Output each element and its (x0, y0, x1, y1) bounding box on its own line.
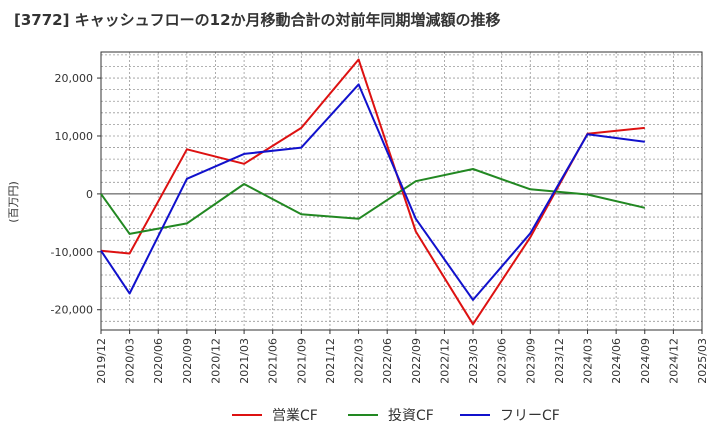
series-lines (100, 58, 646, 326)
x-tick-label: 2021/12 (324, 338, 337, 384)
legend: 営業CF 投資CF フリーCF (232, 408, 560, 424)
x-tick-label: 2025/03 (696, 338, 709, 384)
y-tick-label: 20,000 (55, 72, 94, 85)
y-axis: 20,000 10,000 0 -10,000 -20,000 (51, 72, 101, 317)
x-tick-label: 2022/06 (381, 338, 394, 384)
x-tick-label: 2019/12 (95, 338, 108, 384)
x-tick-label: 2023/12 (553, 338, 566, 384)
x-tick-label: 2024/03 (582, 338, 595, 384)
plot-frame (100, 51, 703, 331)
x-tick-label: 2024/09 (639, 338, 652, 384)
x-tick-label: 2022/03 (353, 338, 366, 384)
x-tick-label: 2024/06 (610, 338, 623, 384)
y-tick-label: 0 (86, 188, 93, 201)
x-tick-label: 2024/12 (667, 338, 680, 384)
x-tick-label: 2023/06 (496, 338, 509, 384)
grid (100, 52, 703, 330)
legend-label-2: 投資CF (388, 408, 434, 424)
x-tick-label: 2020/03 (124, 338, 137, 384)
x-tick-label: 2021/03 (238, 338, 251, 384)
x-tick-label: 2022/09 (410, 338, 423, 384)
x-tick-label: 2023/09 (524, 338, 537, 384)
x-tick-label: 2022/12 (438, 338, 451, 384)
chart-title: [3772] キャッシュフローの12か月移動合計の対前年同期増減額の推移 (14, 11, 501, 29)
series-line-1 (100, 58, 645, 326)
y-tick-label: -20,000 (51, 304, 93, 317)
y-tick-label: 10,000 (55, 130, 94, 143)
x-axis: 2019/12 2020/03 2020/06 2020/09 2020/12 2021/… (95, 330, 709, 384)
y-axis-title: (百万円) (7, 181, 20, 223)
y-tick-label: -10,000 (51, 246, 93, 259)
legend-label-1: 営業CF (272, 408, 318, 424)
x-tick-label: 2021/06 (267, 338, 280, 384)
x-tick-label: 2020/12 (209, 338, 222, 384)
x-tick-label: 2020/06 (152, 338, 165, 384)
legend-label-3: フリーCF (500, 408, 560, 424)
x-tick-label: 2021/09 (295, 338, 308, 384)
series-line-2 (100, 168, 646, 235)
series-line-3 (100, 83, 645, 301)
x-tick-label: 2023/03 (467, 338, 480, 384)
x-tick-label: 2020/09 (181, 338, 194, 384)
